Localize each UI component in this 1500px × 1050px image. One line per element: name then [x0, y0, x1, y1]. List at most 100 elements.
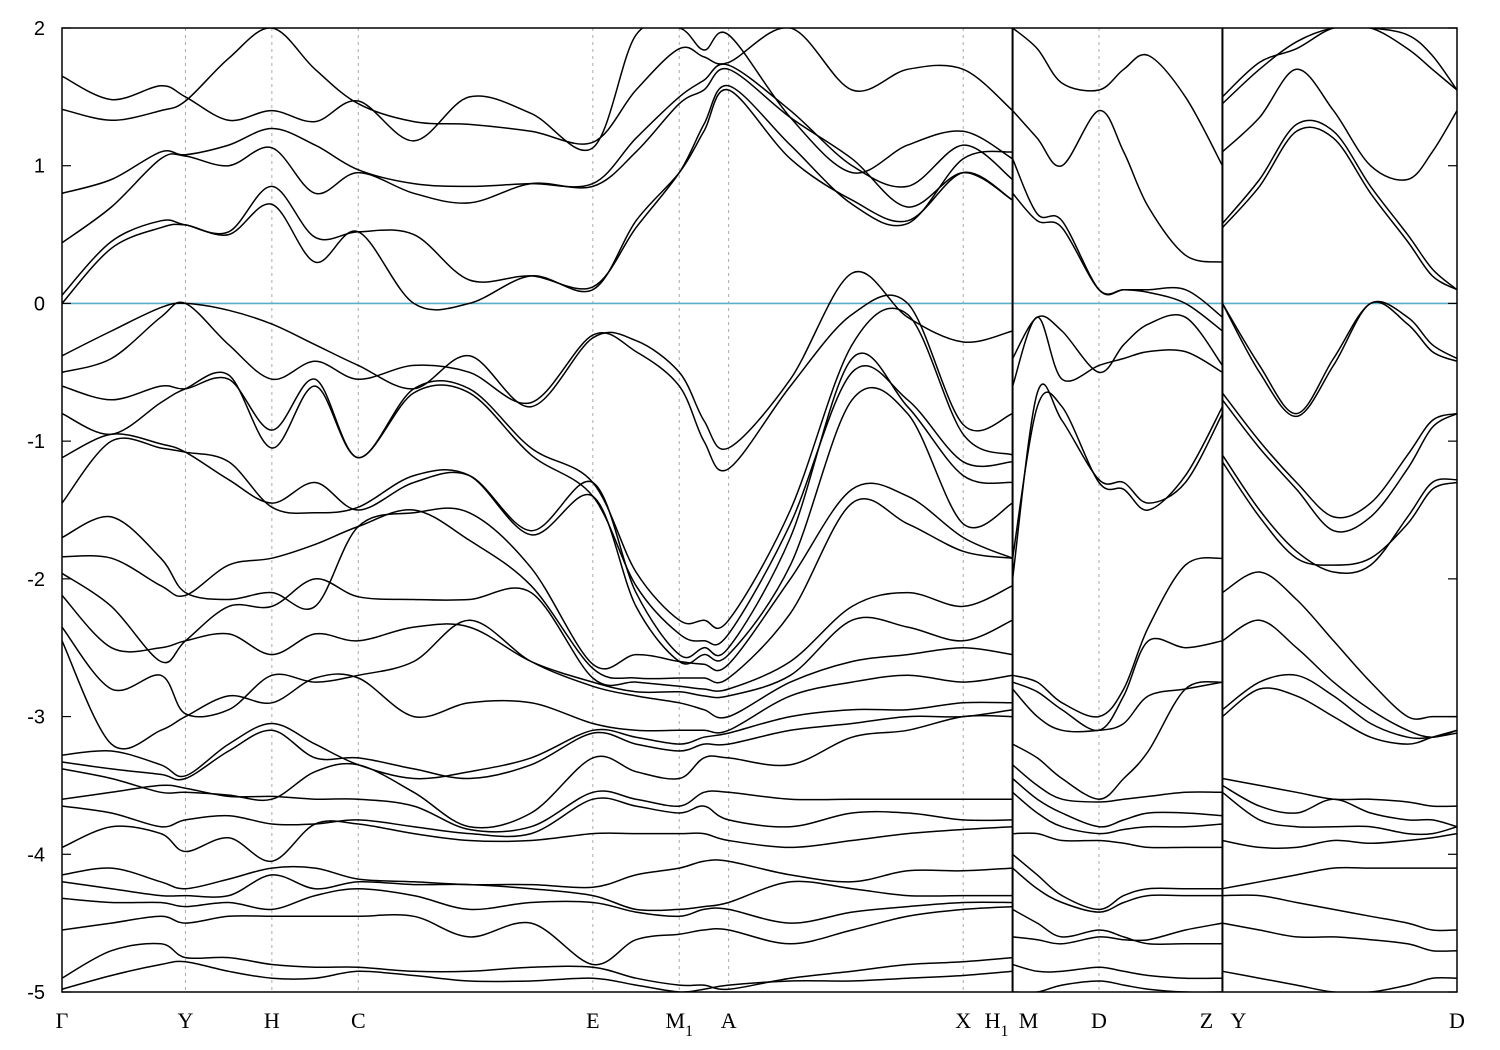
y-tick-label: -5: [27, 982, 45, 1004]
band-line: [1011, 383, 1224, 579]
y-axis-ticks: 2 1 0 -1 -2 -3 -4 -5: [27, 18, 1457, 1004]
kpoint-label: E: [586, 1008, 599, 1033]
band-line: [1221, 461, 1457, 566]
band-line: [1012, 637, 1223, 732]
band-line: [1221, 119, 1457, 291]
band-line: [62, 387, 1013, 665]
band-line: [1011, 316, 1223, 387]
band-line: [1221, 392, 1457, 519]
band-line: [1222, 784, 1457, 828]
kpoint-label: H: [264, 1008, 280, 1033]
band-line: [1012, 832, 1223, 849]
band-line: [1012, 908, 1223, 946]
band-line: [1221, 687, 1457, 745]
band-line: [62, 887, 1013, 924]
band-line: [1221, 126, 1457, 291]
band-line: [62, 859, 1013, 890]
plot-border: [61, 27, 1458, 993]
kpoint-label: M1: [665, 1008, 693, 1040]
band-line: [1221, 300, 1457, 415]
band-line: [1221, 28, 1457, 98]
band-line: [62, 797, 1013, 838]
band-line: [1011, 158, 1223, 318]
band-line: [1012, 777, 1223, 828]
band-line: [1011, 313, 1223, 374]
kpoint-label: C: [351, 1008, 366, 1033]
band-line: [1222, 832, 1457, 849]
band-line: [62, 63, 1014, 195]
band-line: [1221, 68, 1457, 181]
band-line: [1222, 777, 1457, 808]
band-line: [62, 905, 1013, 966]
band-line: [62, 784, 1013, 833]
band-line: [1012, 681, 1223, 733]
band-line: [1011, 391, 1224, 559]
band-line: [62, 708, 1013, 781]
band-line: [62, 270, 1013, 451]
band-line: [62, 498, 1013, 684]
band-line: [62, 820, 1013, 862]
band-line: [62, 294, 1013, 472]
kpoint-label: X: [955, 1008, 971, 1033]
band-line: [62, 352, 1013, 659]
band-line: [1222, 894, 1457, 932]
band-line: [62, 307, 1013, 629]
x-axis-kpoint-labels: Γ Y H C E M1 A X H1 M D Z Y D: [56, 1008, 1465, 1040]
kpoint-label: Y: [1230, 1008, 1246, 1033]
band-line: [1012, 853, 1223, 911]
band-line: [1221, 301, 1457, 418]
kpoint-label: D: [1449, 1008, 1465, 1033]
band-line: [62, 714, 1013, 829]
band-lines: [62, 28, 1457, 992]
kpoint-label: Y: [178, 1008, 194, 1033]
segment-break-lines: [1011, 28, 1224, 992]
kpoint-label: A: [721, 1008, 737, 1033]
y-tick-label: -2: [27, 569, 45, 591]
band-line: [1221, 673, 1457, 740]
band-line: [1012, 764, 1223, 803]
band-line: [62, 28, 1014, 145]
y-tick-label: -3: [27, 707, 45, 729]
band-line: [1012, 922, 1223, 945]
kpoint-label: D: [1091, 1008, 1107, 1033]
y-tick-label: 0: [34, 293, 45, 315]
y-tick-label: -1: [27, 431, 45, 453]
kpoint-label: Z: [1200, 1008, 1213, 1033]
band-line: [62, 640, 1013, 750]
band-line: [1222, 970, 1457, 992]
y-tick-label: 1: [34, 156, 45, 178]
band-line: [1222, 922, 1457, 952]
kpoint-label: Γ: [56, 1008, 69, 1033]
band-line: [62, 619, 1013, 719]
band-line: [1012, 867, 1223, 913]
band-line: [1012, 28, 1224, 167]
kpoint-label-subscript: 1: [1001, 1023, 1009, 1040]
band-line: [1012, 192, 1223, 332]
band-line: [1012, 680, 1223, 800]
band-line: [1221, 28, 1457, 105]
band-line: [62, 365, 1013, 646]
band-line: [1012, 980, 1223, 992]
band-line: [62, 89, 1014, 311]
band-line: [62, 572, 1013, 692]
band-line: [62, 942, 1013, 991]
kpoint-label-subscript: 1: [685, 1023, 693, 1040]
kpoint-label: H1: [985, 1008, 1009, 1040]
band-line: [62, 960, 1013, 992]
band-line: [1221, 399, 1457, 533]
band-line: [1222, 866, 1457, 890]
band-line: [1012, 109, 1223, 263]
band-line: [1012, 791, 1223, 835]
band-line: [1012, 557, 1223, 718]
y-tick-label: -4: [27, 844, 45, 866]
band-line: [62, 67, 1013, 244]
band-line: [62, 594, 1013, 699]
band-line: [1222, 571, 1457, 720]
plot-frame: [61, 27, 1458, 993]
band-line: [62, 28, 1013, 174]
band-line: [1012, 963, 1223, 980]
band-line: [62, 874, 1013, 912]
band-line: [1221, 791, 1457, 836]
band-line: [1221, 454, 1457, 575]
